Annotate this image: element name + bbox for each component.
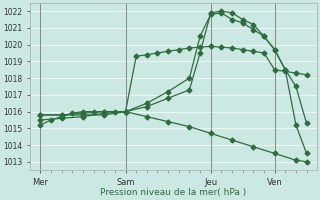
X-axis label: Pression niveau de la mer( hPa ): Pression niveau de la mer( hPa ) (100, 188, 247, 197)
